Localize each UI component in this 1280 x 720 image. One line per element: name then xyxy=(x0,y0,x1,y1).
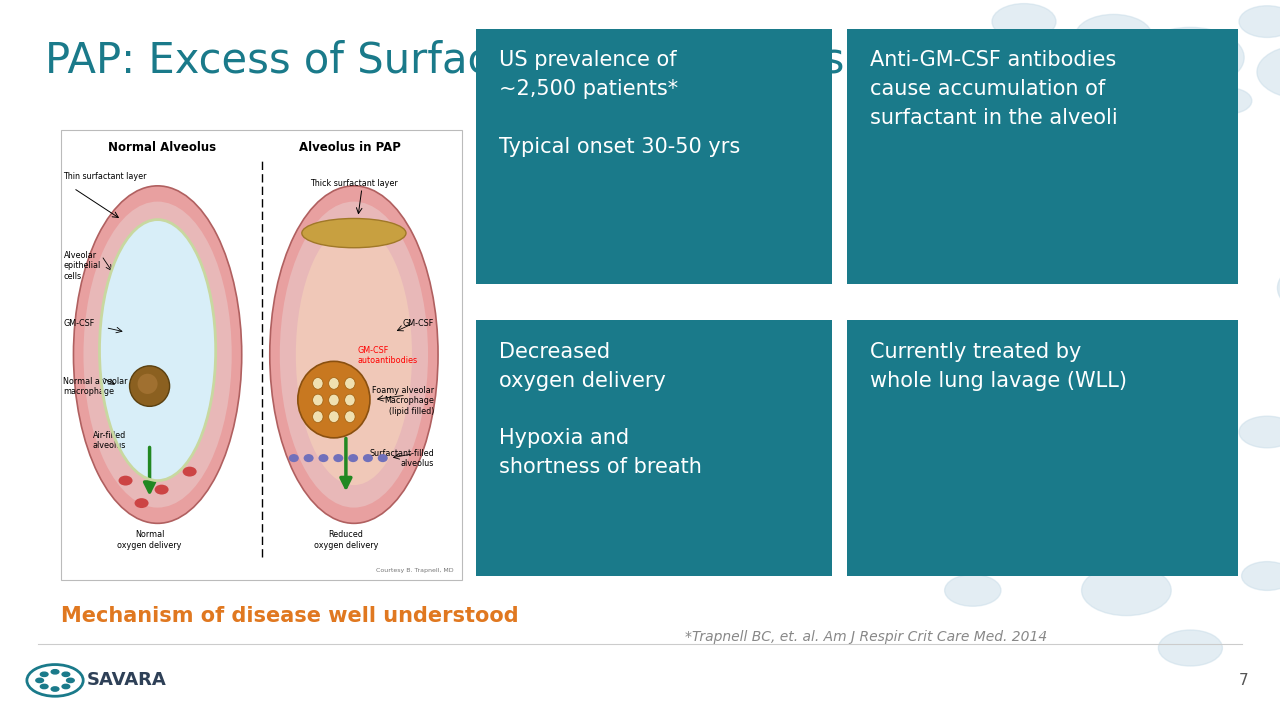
FancyBboxPatch shape xyxy=(476,320,832,576)
Circle shape xyxy=(1082,565,1171,616)
Circle shape xyxy=(312,394,323,406)
Circle shape xyxy=(329,411,339,423)
Text: SAVARA: SAVARA xyxy=(87,671,166,690)
Circle shape xyxy=(1137,27,1244,88)
Ellipse shape xyxy=(134,498,148,508)
Circle shape xyxy=(344,394,355,406)
Circle shape xyxy=(1158,630,1222,666)
Circle shape xyxy=(1257,45,1280,99)
Ellipse shape xyxy=(302,218,406,248)
Circle shape xyxy=(1088,94,1139,122)
Text: US prevalence of
~2,500 patients*

Typical onset 30-50 yrs: US prevalence of ~2,500 patients* Typica… xyxy=(499,50,740,157)
Ellipse shape xyxy=(280,202,428,508)
Ellipse shape xyxy=(348,454,358,462)
Circle shape xyxy=(312,377,323,390)
Text: GM-CSF: GM-CSF xyxy=(403,318,434,328)
Circle shape xyxy=(61,684,69,688)
Ellipse shape xyxy=(333,454,343,462)
Text: Foamy alveolar
Macrophage
(lipid filled): Foamy alveolar Macrophage (lipid filled) xyxy=(372,386,434,416)
Text: Thin surfactant layer: Thin surfactant layer xyxy=(64,172,147,181)
Ellipse shape xyxy=(298,361,370,438)
Circle shape xyxy=(344,411,355,423)
Ellipse shape xyxy=(270,186,438,523)
Circle shape xyxy=(992,4,1056,40)
Circle shape xyxy=(51,670,59,674)
Ellipse shape xyxy=(319,454,329,462)
Circle shape xyxy=(41,672,49,677)
FancyBboxPatch shape xyxy=(847,29,1238,284)
FancyBboxPatch shape xyxy=(61,130,462,580)
Ellipse shape xyxy=(183,467,197,477)
Text: Courtesy B. Trapnell, MD: Courtesy B. Trapnell, MD xyxy=(376,568,454,573)
Circle shape xyxy=(329,394,339,406)
Circle shape xyxy=(51,687,59,691)
Text: Air-filled
alveolus: Air-filled alveolus xyxy=(93,431,127,451)
Circle shape xyxy=(329,377,339,390)
Text: GM-CSF
autoantibodies: GM-CSF autoantibodies xyxy=(358,346,419,365)
Text: Anti-GM-CSF antibodies
cause accumulation of
surfactant in the alveoli: Anti-GM-CSF antibodies cause accumulatio… xyxy=(870,50,1119,128)
Text: GM-CSF: GM-CSF xyxy=(64,318,95,328)
Ellipse shape xyxy=(303,454,314,462)
Text: Normal
oxygen delivery: Normal oxygen delivery xyxy=(118,530,182,549)
FancyBboxPatch shape xyxy=(847,320,1238,576)
Ellipse shape xyxy=(364,454,372,462)
Ellipse shape xyxy=(129,366,170,406)
Circle shape xyxy=(1239,416,1280,448)
Circle shape xyxy=(1277,258,1280,318)
FancyBboxPatch shape xyxy=(476,29,832,284)
Ellipse shape xyxy=(155,485,169,495)
Circle shape xyxy=(36,678,44,683)
Circle shape xyxy=(937,59,983,85)
Ellipse shape xyxy=(378,454,388,462)
Text: Alveolar
epithelial
cells: Alveolar epithelial cells xyxy=(64,251,101,281)
Ellipse shape xyxy=(289,454,298,462)
Circle shape xyxy=(41,684,49,688)
Text: Surfactant-filled
alveolus: Surfactant-filled alveolus xyxy=(370,449,434,469)
Ellipse shape xyxy=(73,186,242,523)
Ellipse shape xyxy=(100,220,216,481)
Text: Currently treated by
whole lung lavage (WLL): Currently treated by whole lung lavage (… xyxy=(870,342,1128,391)
Text: Mechanism of disease well understood: Mechanism of disease well understood xyxy=(61,606,520,626)
Circle shape xyxy=(61,672,69,677)
Circle shape xyxy=(344,377,355,390)
Circle shape xyxy=(1242,562,1280,590)
Circle shape xyxy=(945,575,1001,606)
Text: 7: 7 xyxy=(1238,673,1248,688)
Ellipse shape xyxy=(119,476,133,485)
Text: Thick surfactant layer: Thick surfactant layer xyxy=(310,179,398,188)
Text: Alveolus in PAP: Alveolus in PAP xyxy=(300,141,401,154)
Text: Normal alveolar
macrophage: Normal alveolar macrophage xyxy=(64,377,128,397)
Text: *Trapnell BC, et. al. Am J Respir Crit Care Med. 2014: *Trapnell BC, et. al. Am J Respir Crit C… xyxy=(685,630,1047,644)
Text: Normal Alveolus: Normal Alveolus xyxy=(108,141,215,154)
Text: PAP: Excess of Surfactant in the Lungs: PAP: Excess of Surfactant in the Lungs xyxy=(45,40,845,82)
Circle shape xyxy=(67,678,74,683)
Circle shape xyxy=(1075,14,1152,58)
Ellipse shape xyxy=(83,202,232,508)
Ellipse shape xyxy=(137,374,157,394)
Circle shape xyxy=(312,411,323,423)
Circle shape xyxy=(1239,6,1280,37)
Circle shape xyxy=(1206,88,1252,114)
Text: Reduced
oxygen delivery: Reduced oxygen delivery xyxy=(314,530,378,549)
Ellipse shape xyxy=(296,224,412,485)
Text: Decreased
oxygen delivery

Hypoxia and
shortness of breath: Decreased oxygen delivery Hypoxia and sh… xyxy=(499,342,701,477)
